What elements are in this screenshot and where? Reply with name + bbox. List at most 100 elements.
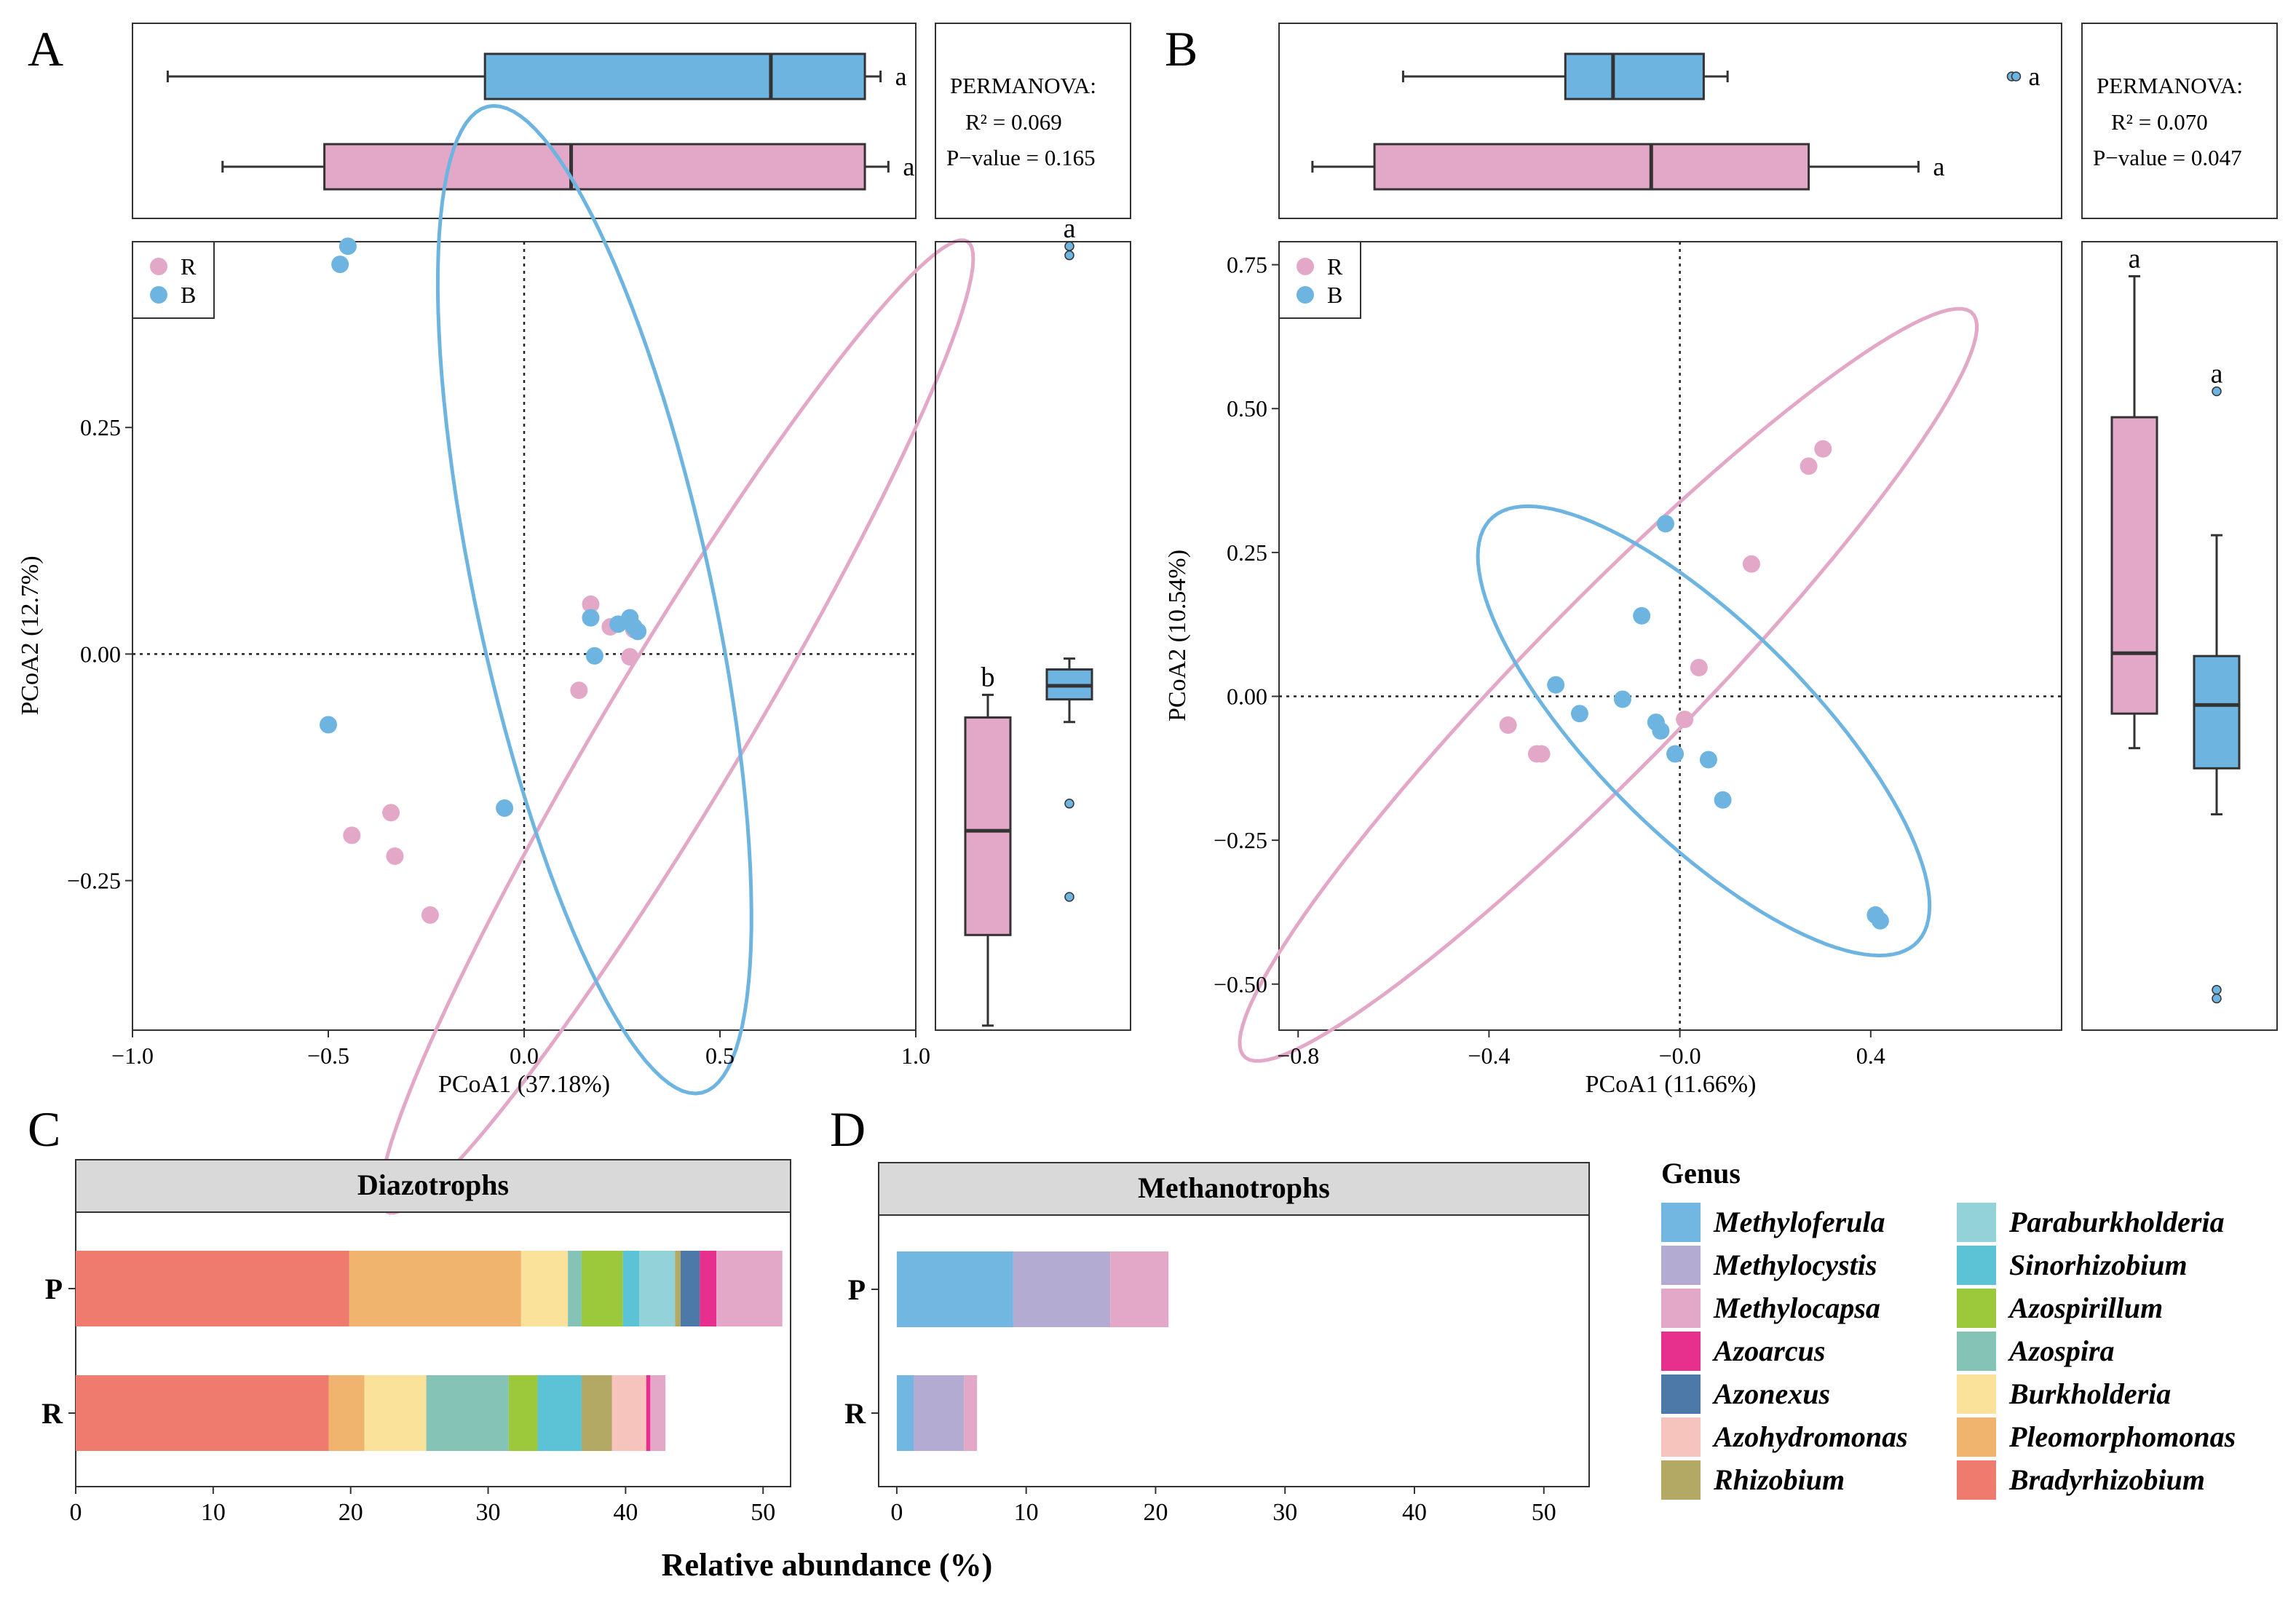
panel-letter-b: B: [1165, 21, 1198, 76]
panel-c-xtick-label: 50: [751, 1499, 775, 1526]
genus-legend-key-rhizobium: [1661, 1460, 1701, 1500]
panel-b-point-r-7: [1814, 440, 1832, 458]
genus-legend-label-methylocapsa: Methylocapsa: [1713, 1292, 1880, 1324]
panel-a-side-box-b-outlier: [1064, 250, 1074, 261]
panel-b-point-b-7: [1666, 745, 1685, 763]
panel-b-xtick-label: −0.0: [1659, 1043, 1701, 1069]
panel-letter-c: C: [28, 1101, 60, 1157]
panel-b-legend-frame: [1278, 241, 1361, 319]
genus-legend-title: Genus: [1661, 1157, 1741, 1190]
genus-legend-label-methyloferula: Methyloferula: [1713, 1206, 1885, 1238]
panel-a-point-r-4: [570, 681, 588, 700]
panel-b-permanova: PERMANOVA: R² = 0.070 P−value = 0.047: [2081, 23, 2278, 219]
panel-a-side-box-b-letter: a: [1064, 213, 1076, 244]
panel-a-ytick-label: −0.25: [67, 868, 121, 894]
genus-legend-label-azonexus: Azonexus: [1711, 1377, 1830, 1410]
panel-c-bar-r-azoarcus: [646, 1375, 651, 1451]
panel-b-top-box-r: [1373, 143, 1810, 191]
panel-a-permanova-p: P−value = 0.165: [946, 145, 1096, 170]
panel-c-strip: [75, 1159, 791, 1213]
panel-c-bar-p-azonexus: [680, 1251, 700, 1326]
panel-b-top-box-r-letter: a: [1933, 152, 1944, 181]
genus-legend-key-sinorhizobium: [1957, 1246, 1996, 1285]
panel-b-point-b-1: [1570, 705, 1588, 723]
genus-legend-key-bradyrhizobium: [1957, 1460, 1996, 1500]
panel-a-point-r-3: [421, 906, 439, 924]
panel-b-scatter: −0.8 −0.4 −0.0 0.4 −0.50 −0.25 0.00 0.25 0.50 0.7…: [1214, 241, 2062, 1069]
panel-a-xlabel: PCoA1 (37.18%): [438, 1071, 610, 1098]
panel-a-point-b-5: [585, 646, 603, 665]
panel-d-bar-r-methylocapsa: [964, 1375, 978, 1451]
panel-b-side-box-b: [2193, 654, 2241, 770]
panel-a-permanova-frame: [935, 23, 1131, 219]
panel-c-bar: Diazotrophs P R 0 10 20 30 40 50: [41, 1159, 791, 1526]
panel-c-bar-p-sinorhizobium: [622, 1251, 640, 1326]
panel-b-side-box-b-letter: a: [2211, 359, 2223, 389]
panel-b-legend-label-b: B: [1327, 282, 1342, 308]
panel-a-legend-key-r: [150, 258, 167, 275]
panel-b-side-box-r: [2110, 416, 2158, 715]
panel-c-xtick-label: 20: [339, 1499, 363, 1526]
panel-d-bar-p-methylocapsa: [1110, 1251, 1169, 1327]
panel-letter-a: A: [28, 21, 63, 76]
panel-b-ytick-label: 0.00: [1227, 684, 1267, 710]
panel-a-point-b-9: [625, 618, 643, 636]
panel-a-point-r-5: [582, 595, 600, 613]
panel-b-permanova-r2: R² = 0.070: [2111, 109, 2208, 135]
panel-a-point-r-2: [386, 847, 404, 865]
panel-a-xtick-label: 0.0: [510, 1043, 539, 1069]
panel-c-bar-p-burkholderia: [520, 1251, 569, 1326]
panel-b-point-b-4: [1656, 515, 1674, 533]
panel-a-permanova: PERMANOVA: R² = 0.069 P−value = 0.165: [935, 23, 1131, 219]
panel-b-xtick-label: −0.4: [1468, 1043, 1510, 1069]
panel-a-legend-label-b: B: [181, 282, 196, 308]
panel-b-point-r-5: [1742, 555, 1760, 573]
panel-b-point-b-9: [1714, 791, 1732, 809]
panel-a-ellipse-r: [379, 238, 975, 1215]
genus-legend-key-methylocapsa: [1661, 1289, 1701, 1328]
panel-d-bar: Methanotrophs P R 0 10 20 30 40 50: [844, 1162, 1590, 1526]
panel-b-point-r-6: [1800, 457, 1818, 475]
panel-b-xlabel: PCoA1 (11.66%): [1586, 1071, 1757, 1098]
panel-b-legend-key-r: [1297, 258, 1314, 275]
panel-c-bar-r-azospirillum: [508, 1375, 538, 1451]
panel-b-legend-key-b: [1297, 286, 1314, 304]
genus-legend-label-methylocystis: Methylocystis: [1713, 1249, 1877, 1281]
panel-b-side-box-b-outlier: [2212, 984, 2222, 995]
genus-legend-label-bradyrhizobium: Bradyrhizobium: [2008, 1463, 2205, 1496]
panel-a-side-box: ba: [935, 213, 1131, 1031]
panel-a-legend-key-b: [150, 286, 167, 304]
panel-a-side-box-frame: [935, 241, 1131, 1031]
genus-legend-label-sinorhizobium: Sinorhizobium: [2009, 1249, 2188, 1281]
panel-b-side-box-r-letter: a: [2129, 243, 2141, 274]
panel-c-bar-r-methylocapsa: [650, 1375, 666, 1451]
panel-d-xtick-label: 40: [1402, 1499, 1427, 1526]
panel-b-point-b-0: [1547, 676, 1565, 694]
panel-b-permanova-frame: [2081, 23, 2278, 219]
panel-b-ytick-label: 0.75: [1227, 252, 1267, 278]
genus-legend-label-pleomorphomonas: Pleomorphomonas: [2008, 1420, 2236, 1453]
panel-d-strip: [878, 1162, 1590, 1216]
panel-c-category-label: R: [41, 1397, 63, 1430]
panel-a-side-box-b-outlier: [1064, 892, 1074, 902]
panel-b-top-box-b-letter: a: [2028, 62, 2040, 91]
panel-c-bar-r-burkholderia: [364, 1375, 427, 1451]
genus-legend-key-pleomorphomonas: [1957, 1417, 1996, 1457]
panel-b-ytick-label: 0.25: [1227, 539, 1267, 566]
genus-legend-label-azospirillum: Azospirillum: [2007, 1292, 2163, 1324]
panel-a-ylabel: PCoA2 (12.7%): [17, 555, 44, 715]
panel-a-top-box: aa: [132, 23, 917, 219]
panel-letter-d: D: [830, 1101, 866, 1157]
panel-b-point-b-3: [1633, 606, 1651, 625]
panel-a-top-box-r-letter: a: [903, 152, 914, 181]
genus-legend-key-azospira: [1957, 1332, 1996, 1371]
genus-legend-key-methyloferula: [1661, 1203, 1701, 1242]
panel-c-bar-p-bradyrhizobium: [76, 1251, 349, 1326]
panel-d-bar-r-methyloferula: [896, 1375, 914, 1451]
genus-legend-label-paraburkholderia: Paraburkholderia: [2008, 1206, 2225, 1238]
panel-b-side-box-b-outlier: [2212, 386, 2222, 397]
panel-d-xtick-label: 10: [1014, 1499, 1039, 1526]
panel-a-xtick-label: −0.5: [307, 1043, 349, 1069]
panel-c-bar-r-bradyrhizobium: [76, 1375, 329, 1451]
genus-legend-key-paraburkholderia: [1957, 1203, 1996, 1242]
